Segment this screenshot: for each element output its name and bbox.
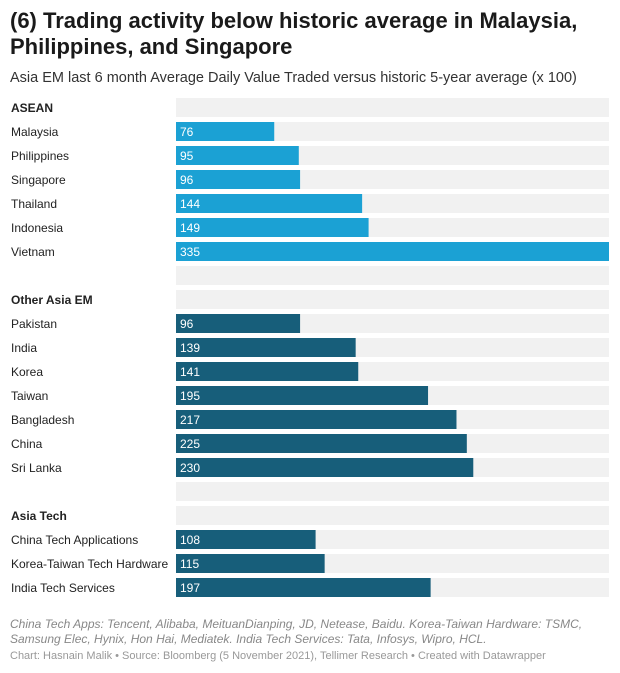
chart-notes: China Tech Apps: Tencent, Alibaba, Meitu… [10,617,583,646]
value-label: 195 [180,389,200,403]
bar [176,122,275,141]
bar [176,218,369,237]
category-label: Sri Lanka [11,461,62,475]
bar [176,530,316,549]
bar [176,314,301,333]
value-label: 149 [180,221,200,235]
category-label: Singapore [11,173,66,187]
group-label: Other Asia EM [11,293,93,307]
category-label: India [11,341,37,355]
category-label: Korea [11,365,43,379]
bar [176,554,325,573]
bar [176,338,356,357]
value-label: 225 [180,437,200,451]
bar-track [176,122,609,141]
value-label: 141 [180,365,200,379]
bar [176,386,429,405]
category-label: India Tech Services [11,581,115,595]
category-label: China [11,437,43,451]
bar [176,410,457,429]
chart-subtitle: Asia EM last 6 month Average Daily Value… [10,70,577,86]
category-label: Vietnam [11,245,55,259]
value-label: 96 [180,317,194,331]
value-label: 76 [180,125,194,139]
category-label: Malaysia [11,125,59,139]
value-label: 95 [180,149,194,163]
category-label: Indonesia [11,221,63,235]
category-label: China Tech Applications [11,533,138,547]
bar-track [176,266,609,285]
value-label: 197 [180,581,200,595]
value-label: 96 [180,173,194,187]
value-label: 217 [180,413,200,427]
bar [176,242,609,261]
value-label: 230 [180,461,200,475]
group-label: Asia Tech [11,509,67,523]
bar [176,434,467,453]
value-label: 335 [180,245,200,259]
category-label: Pakistan [11,317,57,331]
bar-track [176,98,609,117]
category-label: Thailand [11,197,57,211]
bar [176,170,301,189]
chart-footer: Chart: Hasnain Malik • Source: Bloomberg… [10,650,546,662]
category-label: Taiwan [11,389,48,403]
bar [176,194,363,213]
bar-track [176,506,609,525]
bar [176,362,359,381]
group-label: ASEAN [11,101,53,115]
value-label: 144 [180,197,200,211]
value-label: 139 [180,341,200,355]
bar-track [176,482,609,501]
bar-track [176,290,609,309]
chart-title: (6) Trading activity below historic aver… [10,8,578,59]
bar-chart: ASEAN Malaysia 76 Philippines 95 Singapore 96 T… [11,98,609,597]
value-label: 115 [180,557,199,571]
category-label: Korea-Taiwan Tech Hardware [11,557,169,571]
bar [176,578,431,597]
value-label: 108 [180,533,200,547]
bar [176,146,299,165]
category-label: Bangladesh [11,413,74,427]
category-label: Philippines [11,149,69,163]
bar [176,458,474,477]
